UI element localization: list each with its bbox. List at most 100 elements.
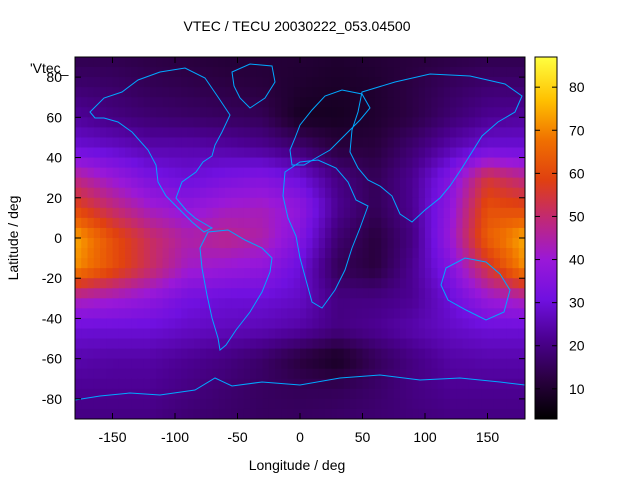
heatmap-cell: [268, 67, 276, 78]
heatmap-cell: [362, 167, 370, 179]
heatmap-cell: [243, 87, 251, 98]
heatmap-cell: [450, 177, 457, 189]
heatmap-cell: [112, 167, 120, 179]
heatmap-cell: [231, 308, 239, 320]
heatmap-cell: [368, 117, 376, 128]
heatmap-cell: [212, 177, 220, 189]
heatmap-cell: [331, 217, 339, 229]
heatmap-cell: [200, 388, 207, 400]
heatmap-cell: [443, 127, 451, 139]
heatmap-cell: [406, 137, 414, 149]
heatmap-cell: [468, 378, 476, 390]
heatmap-cell: [137, 127, 145, 139]
heatmap-cell: [325, 378, 332, 390]
heatmap-cell: [381, 187, 389, 199]
heatmap-cell: [493, 328, 501, 340]
heatmap-cell: [418, 348, 426, 360]
heatmap-cell: [493, 167, 501, 179]
heatmap-cell: [150, 368, 157, 380]
heatmap-cell: [100, 378, 107, 390]
heatmap-cell: [318, 238, 326, 249]
heatmap-cell: [456, 348, 464, 360]
heatmap-cell: [243, 167, 251, 179]
heatmap-cell: [87, 358, 95, 370]
heatmap-cell: [162, 368, 170, 380]
heatmap-cell: [93, 398, 101, 410]
heatmap-cell: [431, 258, 439, 269]
heatmap-cell: [381, 348, 389, 360]
heatmap-cell: [375, 408, 382, 419]
heatmap-cell: [381, 338, 389, 350]
heatmap-cell: [100, 268, 107, 279]
heatmap-cell: [106, 187, 114, 199]
heatmap-cell: [343, 197, 351, 209]
heatmap-cell: [293, 57, 301, 68]
heatmap-cell: [468, 398, 476, 410]
heatmap-cell: [518, 97, 525, 108]
heatmap-cell: [162, 77, 170, 88]
heatmap-cell: [168, 388, 176, 400]
heatmap-cell: [150, 127, 157, 139]
heatmap-cell: [293, 278, 301, 289]
heatmap-cell: [500, 298, 507, 309]
heatmap-cell: [131, 127, 139, 139]
heatmap-cell: [337, 227, 345, 239]
heatmap-cell: [387, 348, 395, 360]
heatmap-cell: [287, 87, 295, 98]
heatmap-cell: [143, 278, 151, 289]
heatmap-cell: [293, 187, 301, 199]
heatmap-cell: [275, 177, 282, 189]
heatmap-cell: [300, 298, 307, 309]
heatmap-cell: [206, 358, 214, 370]
heatmap-cell: [343, 288, 351, 299]
heatmap-cell: [212, 368, 220, 380]
heatmap-cell: [443, 157, 451, 169]
heatmap-cell: [237, 378, 245, 390]
heatmap-cell: [356, 338, 364, 350]
heatmap-cell: [150, 328, 157, 340]
heatmap-cell: [362, 288, 370, 299]
heatmap-cell: [206, 167, 214, 179]
heatmap-cell: [250, 408, 257, 419]
heatmap-cell: [93, 117, 101, 128]
heatmap-cell: [356, 268, 364, 279]
heatmap-cell: [356, 127, 364, 139]
heatmap-cell: [243, 388, 251, 400]
heatmap-cell: [437, 147, 445, 159]
heatmap-cell: [100, 77, 107, 88]
heatmap-cell: [275, 127, 282, 139]
heatmap-cell: [250, 398, 257, 410]
heatmap-cell: [225, 368, 232, 380]
heatmap-cell: [337, 217, 345, 229]
heatmap-cell: [187, 348, 195, 360]
heatmap-cell: [206, 217, 214, 229]
heatmap-cell: [368, 57, 376, 68]
heatmap-cell: [406, 398, 414, 410]
heatmap-cell: [468, 57, 476, 68]
heatmap-cell: [187, 378, 195, 390]
heatmap-cell: [312, 338, 320, 350]
heatmap-cell: [425, 318, 432, 330]
heatmap-cell: [75, 197, 82, 209]
heatmap-cell: [518, 187, 525, 199]
heatmap-cell: [418, 358, 426, 370]
heatmap-cell: [318, 348, 326, 360]
heatmap-cell: [237, 87, 245, 98]
y-tick-label: 0: [54, 230, 62, 246]
heatmap-cell: [293, 217, 301, 229]
heatmap-cell: [218, 147, 226, 159]
heatmap-cell: [418, 177, 426, 189]
heatmap-cell: [87, 117, 95, 128]
heatmap-cell: [306, 308, 314, 320]
heatmap-cell: [481, 328, 489, 340]
heatmap-cell: [431, 67, 439, 78]
heatmap-cell: [81, 97, 89, 108]
heatmap-cell: [87, 368, 95, 380]
heatmap-cell: [331, 388, 339, 400]
heatmap-cell: [193, 107, 201, 118]
heatmap-cell: [312, 308, 320, 320]
heatmap-cell: [150, 298, 157, 309]
heatmap-cell: [437, 388, 445, 400]
heatmap-cell: [162, 248, 170, 259]
heatmap-cell: [412, 97, 420, 108]
